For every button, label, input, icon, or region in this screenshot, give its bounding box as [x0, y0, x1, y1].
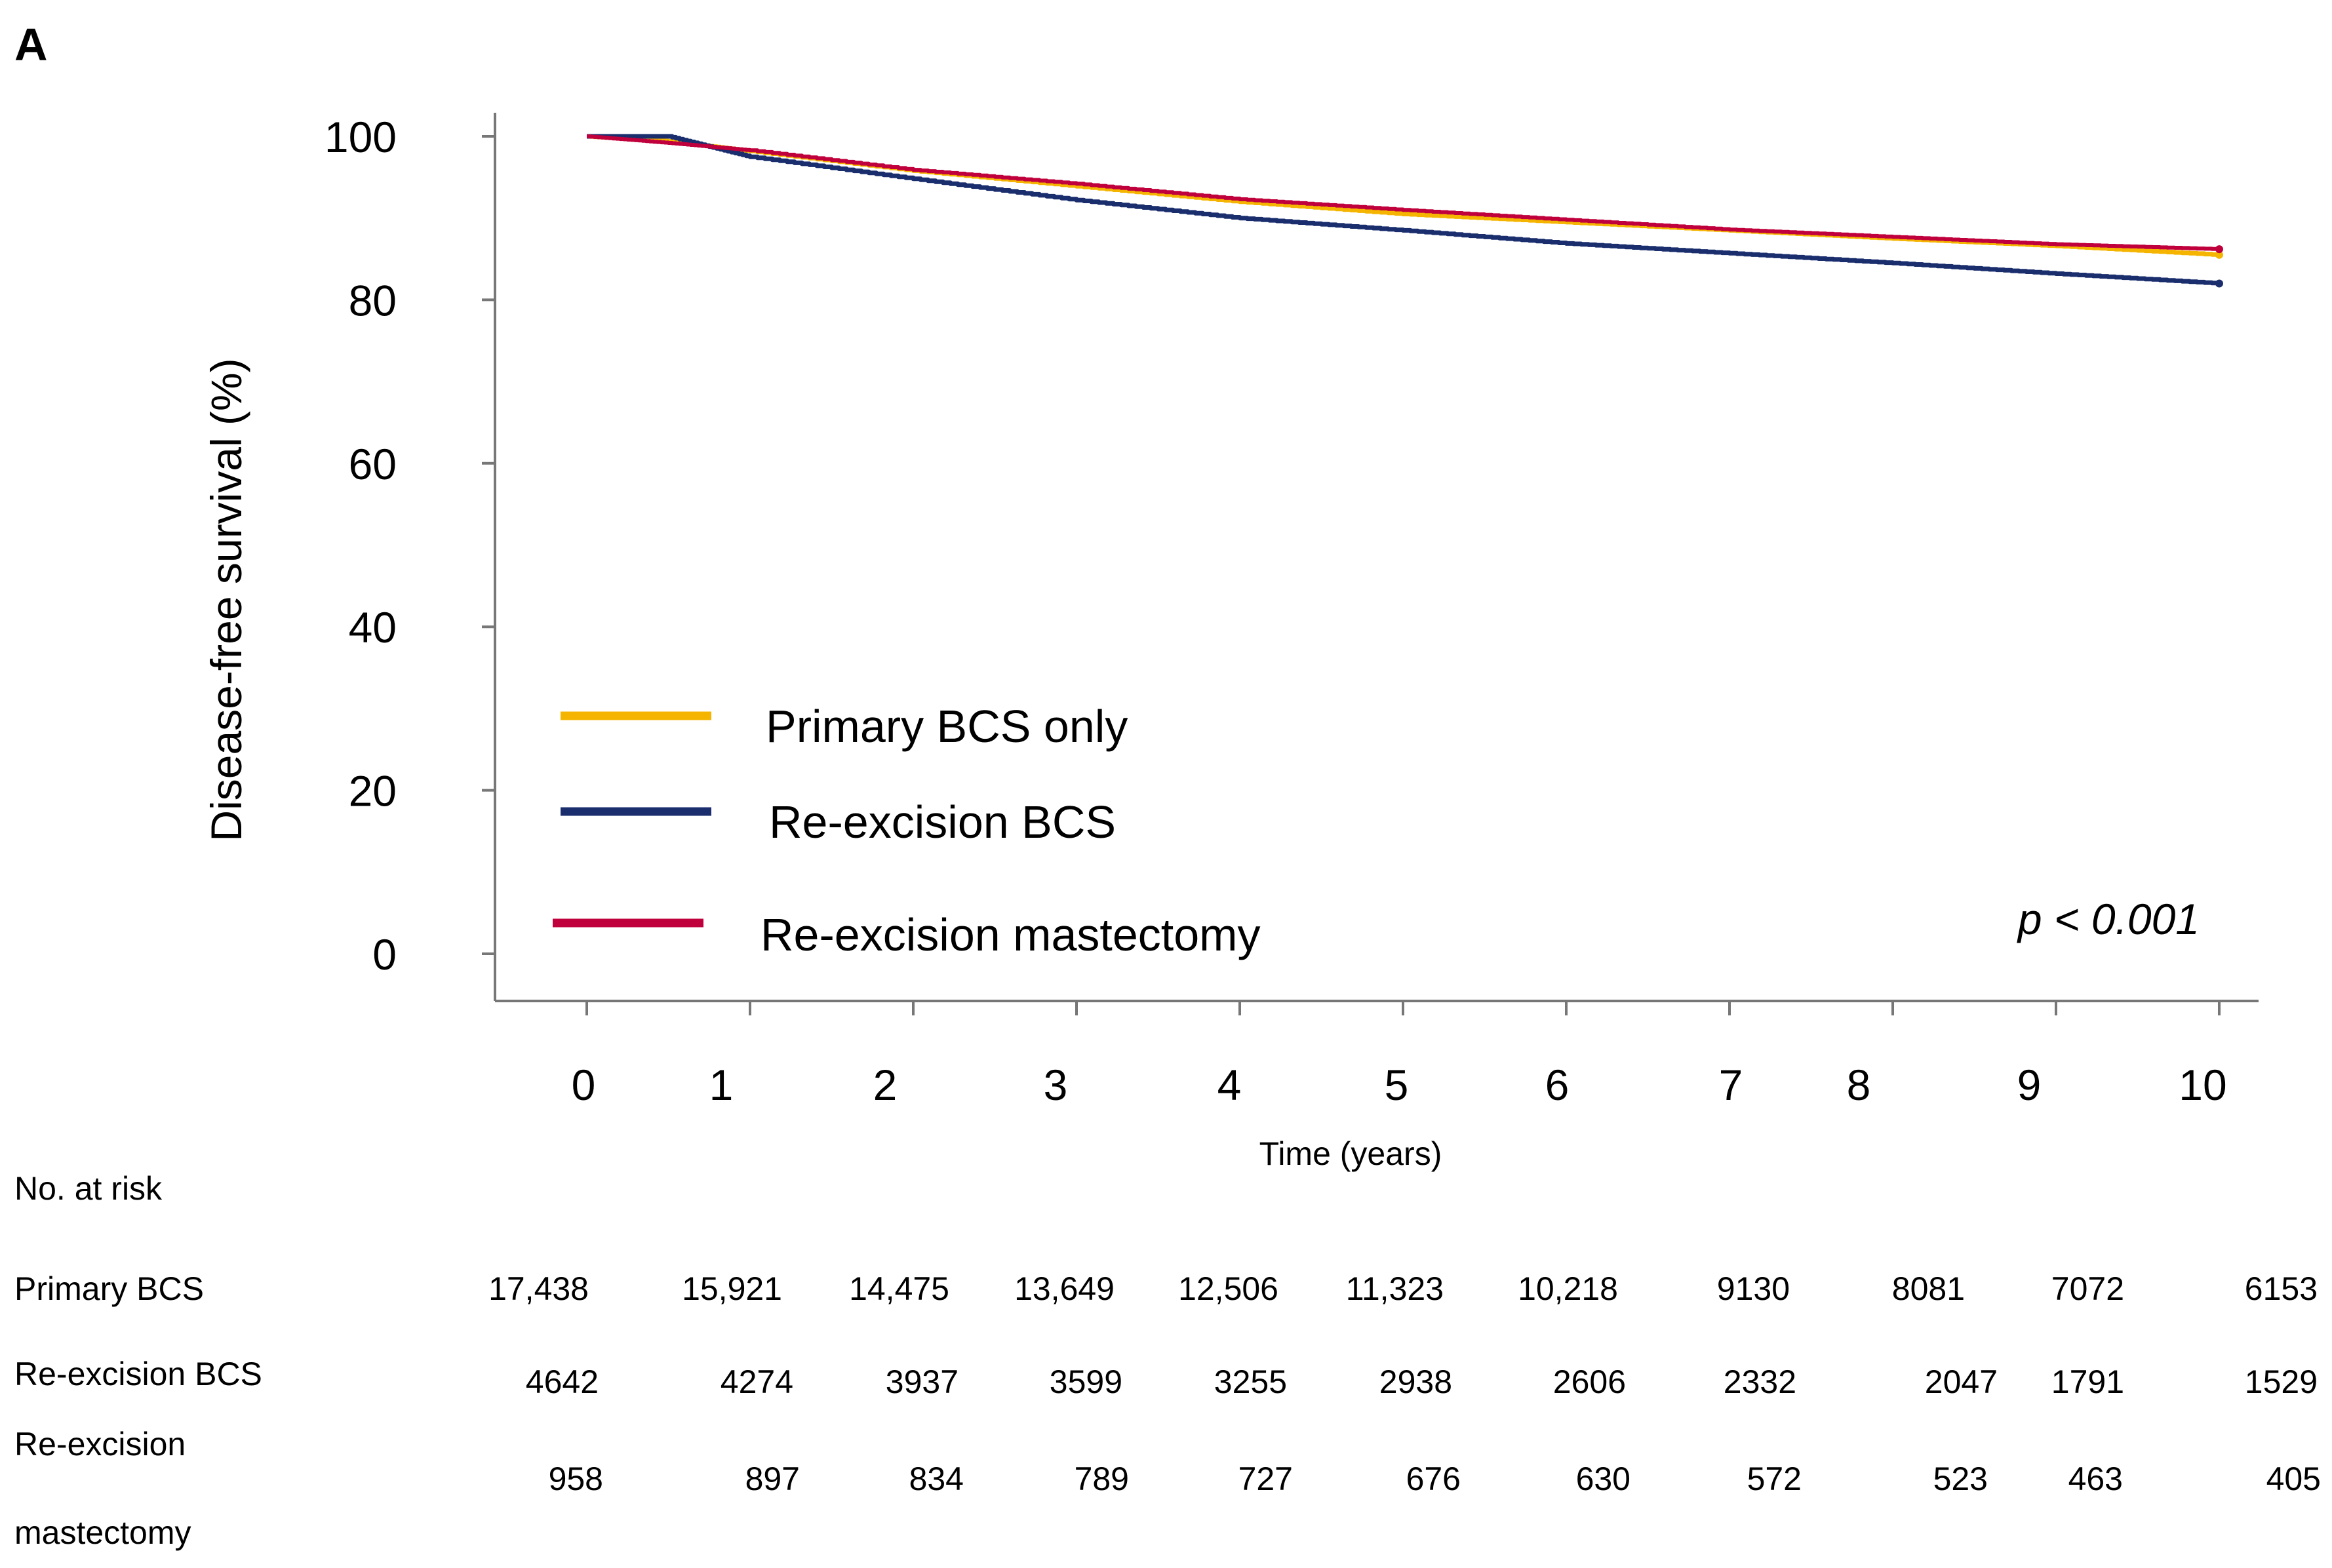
axes: 0 20 40 60 80 100 0 1 2 3 4 5 6 7 8 9 10: [325, 113, 2259, 1109]
legend: Primary BCS only Re-excision BCS Re-excisi…: [553, 701, 1260, 960]
risk-value: 2047: [1925, 1363, 1998, 1400]
risk-value: 12,506: [1178, 1270, 1278, 1307]
x-tick-label: 8: [1847, 1061, 1871, 1109]
risk-table-heading: No. at risk: [14, 1170, 163, 1207]
risk-value: 10,218: [1518, 1270, 1618, 1307]
risk-value: 630: [1576, 1460, 1630, 1497]
risk-value: 8081: [1892, 1270, 1965, 1307]
risk-value: 6153: [2245, 1270, 2318, 1307]
risk-value: 897: [745, 1460, 800, 1497]
risk-value: 9130: [1717, 1270, 1790, 1307]
risk-value: 405: [2266, 1460, 2321, 1497]
risk-value: 572: [1747, 1460, 1802, 1497]
x-tick-label: 5: [1385, 1061, 1409, 1109]
x-tick-label: 6: [1545, 1061, 1570, 1109]
risk-value: 11,323: [1346, 1270, 1444, 1307]
risk-value: 1529: [2245, 1363, 2318, 1400]
risk-value: 3937: [886, 1363, 958, 1400]
risk-value: 1791: [2051, 1363, 2124, 1400]
x-tick-label: 9: [2017, 1061, 2042, 1109]
x-tick-label: 3: [1044, 1061, 1068, 1109]
risk-value: 3255: [1214, 1363, 1287, 1400]
y-tick-label: 20: [349, 767, 397, 815]
risk-value: 727: [1238, 1460, 1293, 1497]
x-tick-label: 7: [1719, 1061, 1743, 1109]
series-layer: [587, 134, 2223, 288]
y-tick-label: 0: [372, 930, 397, 979]
x-tick-label: 4: [1217, 1061, 1242, 1109]
risk-value: 4274: [721, 1363, 793, 1400]
series-line-3: [587, 134, 2221, 251]
risk-value: 463: [2068, 1460, 2123, 1497]
risk-value: 2332: [1724, 1363, 1796, 1400]
risk-value: 4642: [526, 1363, 599, 1400]
y-tick-label: 40: [349, 603, 397, 652]
risk-table: No. at risk Primary BCS 17,438 15,921 14,475…: [14, 1170, 2321, 1551]
risk-value: 2938: [1379, 1363, 1452, 1400]
risk-value: 17,438: [488, 1270, 589, 1307]
risk-value: 834: [909, 1460, 964, 1497]
risk-row-label: Primary BCS: [14, 1270, 204, 1307]
y-tick-label: 60: [349, 440, 397, 488]
panel-label: A: [14, 19, 48, 70]
series-end-point: [2215, 250, 2223, 259]
legend-label: Re-excision mastectomy: [761, 909, 1260, 960]
x-tick-label: 0: [572, 1061, 596, 1109]
y-tick-label: 100: [325, 113, 397, 161]
y-axis-label: Disease-free survival (%): [202, 358, 250, 841]
risk-value: 3599: [1050, 1363, 1122, 1400]
x-tick-label: 1: [709, 1061, 734, 1109]
series-end-point: [2215, 279, 2223, 288]
risk-value: 7072: [2051, 1270, 2124, 1307]
risk-value: 2606: [1553, 1363, 1626, 1400]
x-axis-label: Time (years): [1259, 1135, 1442, 1172]
series-line-2: [587, 134, 2222, 286]
risk-value: 958: [549, 1460, 603, 1497]
risk-value: 676: [1406, 1460, 1461, 1497]
risk-row-label: Re-excision: [14, 1426, 186, 1462]
y-tick-label: 80: [349, 276, 397, 324]
p-value-annotation: p < 0.001: [2017, 895, 2200, 943]
risk-row-label: Re-excision BCS: [14, 1356, 262, 1392]
x-tick-label: 10: [2179, 1061, 2226, 1109]
risk-value: 14,475: [849, 1270, 949, 1307]
x-tick-label: 2: [873, 1061, 898, 1109]
risk-value: 523: [1933, 1460, 1988, 1497]
risk-value: 789: [1075, 1460, 1129, 1497]
series-end-point: [2215, 245, 2223, 254]
risk-value: 13,649: [1014, 1270, 1115, 1307]
risk-row-label: mastectomy: [14, 1514, 191, 1551]
legend-label: Re-excision BCS: [769, 796, 1116, 848]
legend-label: Primary BCS only: [766, 701, 1128, 752]
series-line-1: [587, 134, 2222, 257]
risk-value: 15,921: [682, 1270, 782, 1307]
